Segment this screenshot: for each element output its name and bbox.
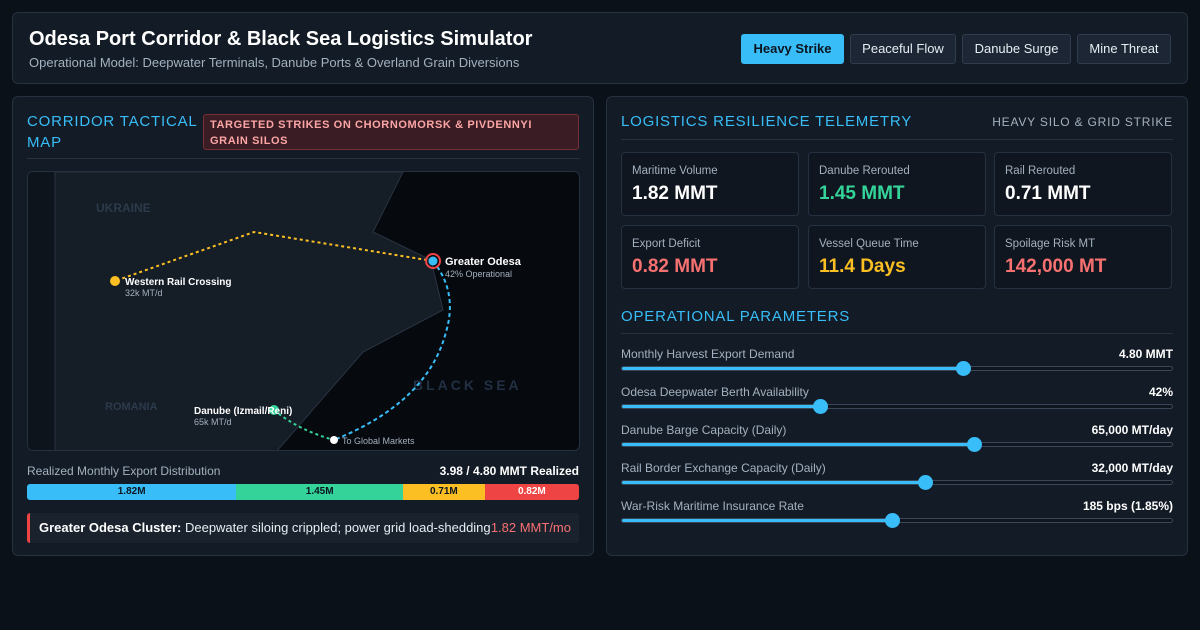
slider-rail-capacity[interactable] — [621, 475, 1173, 490]
map-panel-title: CORRIDOR TACTICAL MAP — [27, 113, 198, 151]
distribution-label: Realized Monthly Export Distribution — [27, 464, 221, 478]
metric-card-spoilage-risk: Spoilage Risk MT 142,000 MT — [994, 225, 1172, 289]
slider-thumb[interactable] — [884, 513, 900, 528]
metric-label: Vessel Queue Time — [819, 238, 919, 250]
slider-export-demand[interactable] — [621, 361, 1173, 376]
global-markets-node[interactable] — [330, 436, 338, 444]
odesa-strike-ring — [425, 253, 441, 269]
segment-rail: 0.71M — [403, 484, 485, 500]
rail-node-name: Western Rail Crossing — [125, 277, 232, 288]
cluster-status-card: Greater Odesa Cluster: Deepwater siloing… — [27, 513, 579, 543]
global-markets-label: To Global Markets — [342, 436, 415, 446]
slider-fill — [622, 443, 974, 446]
metric-label: Rail Rerouted — [1005, 165, 1076, 177]
param-value-barge-capacity: 65,000 MT/day — [1091, 423, 1173, 437]
export-distribution-bar: 1.82M 1.45M 0.71M 0.82M — [27, 484, 579, 500]
rail-route-line — [114, 230, 434, 282]
param-value-insurance-rate: 185 bps (1.85%) — [1082, 499, 1173, 513]
param-label-insurance-rate: War-Risk Maritime Insurance Rate — [621, 499, 804, 513]
region-black-sea-label: BLACK SEA — [413, 377, 522, 393]
metric-value: 0.82 MMT — [632, 256, 718, 277]
metric-label: Maritime Volume — [632, 165, 718, 177]
segment-deficit: 0.82M — [484, 484, 579, 500]
scenario-peaceful-flow-button[interactable]: Peaceful Flow — [850, 34, 956, 64]
metric-value: 1.82 MMT — [632, 183, 718, 204]
corridor-map-panel: CORRIDOR TACTICAL MAP TARGETED STRIKES O… — [12, 96, 594, 556]
cluster-status: Deepwater siloing crippled; power grid l… — [184, 520, 491, 535]
parameters-title: OPERATIONAL PARAMETERS — [621, 308, 851, 325]
telemetry-title: LOGISTICS RESILIENCE TELEMETRY — [621, 113, 913, 130]
slider-fill — [622, 481, 925, 484]
param-label-rail-capacity: Rail Border Exchange Capacity (Daily) — [621, 461, 826, 475]
scenario-mine-threat-button[interactable]: Mine Threat — [1077, 34, 1171, 64]
danube-node-detail: 65k MT/d — [194, 417, 232, 427]
page-subtitle: Operational Model: Deepwater Terminals, … — [29, 55, 520, 70]
slider-fill — [622, 519, 892, 522]
telemetry-panel: LOGISTICS RESILIENCE TELEMETRY HEAVY SIL… — [606, 96, 1188, 556]
slider-thumb[interactable] — [917, 475, 933, 490]
danube-route-line — [273, 409, 335, 441]
metric-value: 142,000 MT — [1005, 256, 1107, 277]
telemetry-divider — [621, 139, 1173, 140]
scenario-tag: HEAVY SILO & GRID STRIKE — [992, 115, 1173, 129]
param-label-berth-availability: Odesa Deepwater Berth Availability — [621, 385, 809, 399]
segment-danube: 1.45M — [236, 484, 404, 500]
param-label-export-demand: Monthly Harvest Export Demand — [621, 347, 795, 361]
maritime-route-line — [333, 260, 451, 441]
app-header: Odesa Port Corridor & Black Sea Logistic… — [12, 12, 1188, 84]
metric-card-export-deficit: Export Deficit 0.82 MMT — [621, 225, 799, 289]
region-ukraine-label: UKRAINE — [96, 201, 151, 215]
slider-thumb[interactable] — [956, 361, 971, 376]
metric-card-maritime-volume: Maritime Volume 1.82 MMT — [621, 152, 799, 216]
cluster-status-text: Greater Odesa Cluster: Deepwater siloing… — [39, 520, 491, 535]
strike-alert-badge: TARGETED STRIKES ON CHORNOMORSK & PIVDEN… — [203, 114, 579, 150]
page-title: Odesa Port Corridor & Black Sea Logistic… — [29, 28, 533, 50]
danube-node[interactable] — [269, 405, 279, 415]
scenario-danube-surge-button[interactable]: Danube Surge — [962, 34, 1071, 64]
metric-label: Spoilage Risk MT — [1005, 238, 1096, 250]
odesa-node[interactable] — [428, 256, 438, 266]
metric-label: Export Deficit — [632, 238, 701, 250]
danube-node-name: Danube (Izmail/Reni) — [194, 406, 292, 417]
cluster-name: Greater Odesa Cluster: — [39, 520, 182, 535]
slider-fill — [622, 405, 820, 408]
slider-insurance-rate[interactable] — [621, 513, 1173, 528]
tactical-map[interactable]: UKRAINE ROMANIA BLACK SEA Greater Odesa … — [27, 171, 580, 451]
odesa-node-detail: 42% Operational — [445, 269, 512, 279]
metric-label: Danube Rerouted — [819, 165, 910, 177]
land-mass — [54, 172, 444, 450]
metric-value: 11.4 Days — [819, 256, 906, 277]
rail-crossing-node[interactable] — [110, 276, 120, 286]
metric-card-rail-rerouted: Rail Rerouted 0.71 MMT — [994, 152, 1172, 216]
metric-card-danube-rerouted: Danube Rerouted 1.45 MMT — [808, 152, 986, 216]
slider-barge-capacity[interactable] — [621, 437, 1173, 452]
param-label-barge-capacity: Danube Barge Capacity (Daily) — [621, 423, 787, 437]
slider-thumb[interactable] — [813, 399, 828, 414]
metric-value: 1.45 MMT — [819, 183, 905, 204]
map-panel-divider — [27, 158, 580, 159]
rail-node-detail: 32k MT/d — [125, 288, 163, 298]
tactical-map-svg: UKRAINE ROMANIA BLACK SEA Greater Odesa … — [28, 172, 522, 450]
slider-thumb[interactable] — [967, 437, 982, 452]
odesa-node-name: Greater Odesa — [445, 256, 522, 268]
metric-value: 0.71 MMT — [1005, 183, 1091, 204]
map-left-margin — [28, 172, 55, 450]
distribution-total: 3.98 / 4.80 MMT Realized — [439, 464, 579, 478]
metric-card-vessel-queue: Vessel Queue Time 11.4 Days — [808, 225, 986, 289]
scenario-heavy-strike-button[interactable]: Heavy Strike — [741, 34, 844, 64]
param-value-berth-availability: 42% — [1148, 385, 1173, 399]
param-value-export-demand: 4.80 MMT — [1118, 347, 1173, 361]
segment-maritime: 1.82M — [27, 484, 237, 500]
param-value-rail-capacity: 32,000 MT/day — [1091, 461, 1173, 475]
slider-fill — [622, 367, 963, 370]
region-romania-label: ROMANIA — [105, 401, 158, 413]
slider-berth-availability[interactable] — [621, 399, 1173, 414]
parameters-divider — [621, 333, 1173, 334]
cluster-value: 1.82 MMT/mo — [490, 520, 571, 535]
